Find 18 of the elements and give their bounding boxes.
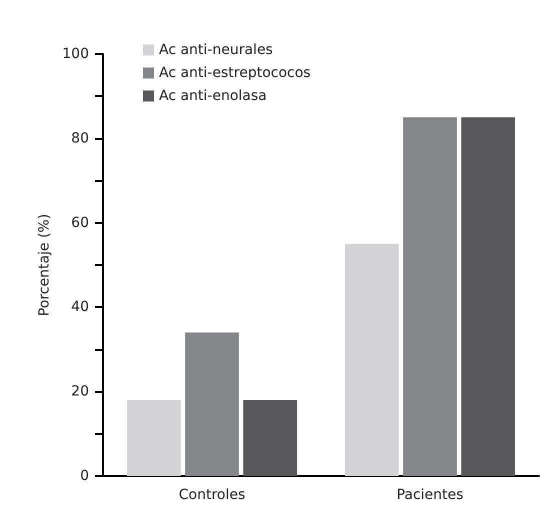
- legend-label: Ac anti-neurales: [159, 42, 273, 58]
- legend-label: Ac anti-enolasa: [159, 88, 267, 104]
- legend-label: Ac anti-estreptococos: [159, 65, 311, 81]
- y-tick-label: 80: [71, 130, 89, 146]
- y-tick-label: 60: [71, 214, 89, 231]
- bar: [461, 117, 516, 476]
- bar: [126, 400, 181, 476]
- y-tick-label: 20: [71, 384, 89, 400]
- x-tick-label: Controles: [178, 487, 246, 503]
- bar: [403, 117, 457, 476]
- y-tick-label: 40: [71, 299, 89, 316]
- bar: [344, 244, 399, 476]
- bar: [185, 332, 239, 476]
- bar: [243, 400, 298, 476]
- y-tick-label: 100: [62, 46, 89, 62]
- x-tick-label: Pacientes: [396, 487, 464, 503]
- y-tick-label: 0: [80, 468, 89, 484]
- y-axis-title: Porcentaje (%): [36, 214, 52, 316]
